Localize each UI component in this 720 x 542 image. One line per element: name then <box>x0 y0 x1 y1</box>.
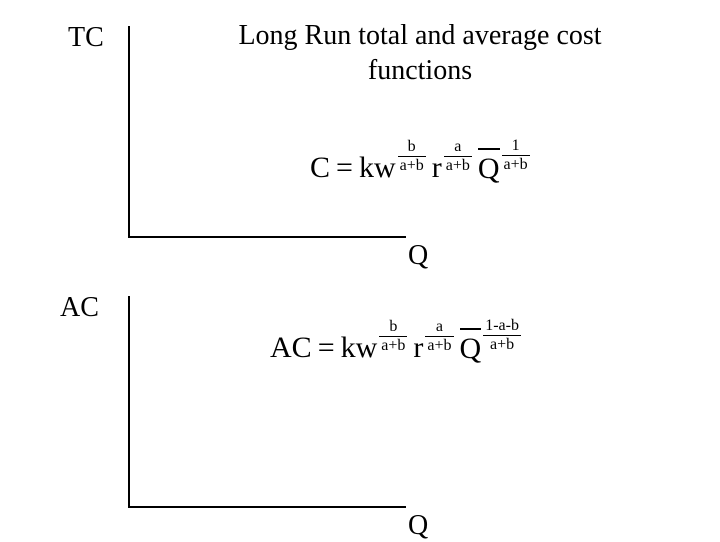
formula-ac-k: k <box>341 331 356 365</box>
ac-x-axis-label: Q <box>408 510 428 542</box>
formula-ac-lhs: AC <box>270 331 312 365</box>
formula-c-term-w: w b a+b <box>374 151 426 186</box>
base-q-bar: Q <box>478 150 500 186</box>
ac-y-axis-label: AC <box>60 292 99 324</box>
stage: Long Run total and average costfunctions… <box>0 0 720 540</box>
tc-x-axis-label: Q <box>408 240 428 272</box>
formula-ac-term-r: r a a+b <box>413 331 453 366</box>
formula-c-k: k <box>359 151 374 185</box>
exp-q: 1-a-b a+b <box>483 318 521 353</box>
exp-r: a a+b <box>425 319 453 354</box>
formula-ac-term-q: Q 1-a-b a+b <box>460 330 521 366</box>
formula-c-term-r: r a a+b <box>432 151 472 186</box>
base-r: r <box>413 331 423 365</box>
tc-axes <box>128 26 406 238</box>
exp-w: b a+b <box>398 139 426 174</box>
formula-c-term-q: Q 1 a+b <box>478 150 530 186</box>
base-w: w <box>356 331 378 365</box>
tc-y-axis-label: TC <box>68 22 104 54</box>
equals-sign: = <box>318 331 335 365</box>
ac-axes <box>128 296 406 508</box>
exp-q: 1 a+b <box>502 138 530 173</box>
exp-r: a a+b <box>444 139 472 174</box>
formula-ac: AC = k w b a+b r a a+b Q 1-a-b <box>270 330 527 366</box>
base-w: w <box>374 151 396 185</box>
base-r: r <box>432 151 442 185</box>
exp-w: b a+b <box>379 319 407 354</box>
formula-ac-term-w: w b a+b <box>356 331 408 366</box>
base-q-bar: Q <box>460 330 482 366</box>
equals-sign: = <box>336 151 353 185</box>
formula-c-lhs: C <box>310 151 330 185</box>
formula-c: C = k w b a+b r a a+b Q 1 <box>310 150 536 186</box>
